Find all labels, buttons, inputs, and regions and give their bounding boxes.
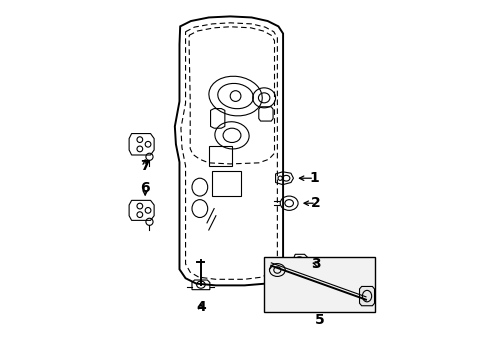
Text: 2: 2 xyxy=(310,196,320,210)
Polygon shape xyxy=(359,287,374,306)
Text: 6: 6 xyxy=(140,181,150,195)
Text: 7: 7 xyxy=(140,159,150,174)
Polygon shape xyxy=(264,257,374,312)
Text: 3: 3 xyxy=(310,257,320,271)
Text: 5: 5 xyxy=(314,313,324,327)
Text: 1: 1 xyxy=(308,171,318,185)
Text: 4: 4 xyxy=(196,300,205,314)
